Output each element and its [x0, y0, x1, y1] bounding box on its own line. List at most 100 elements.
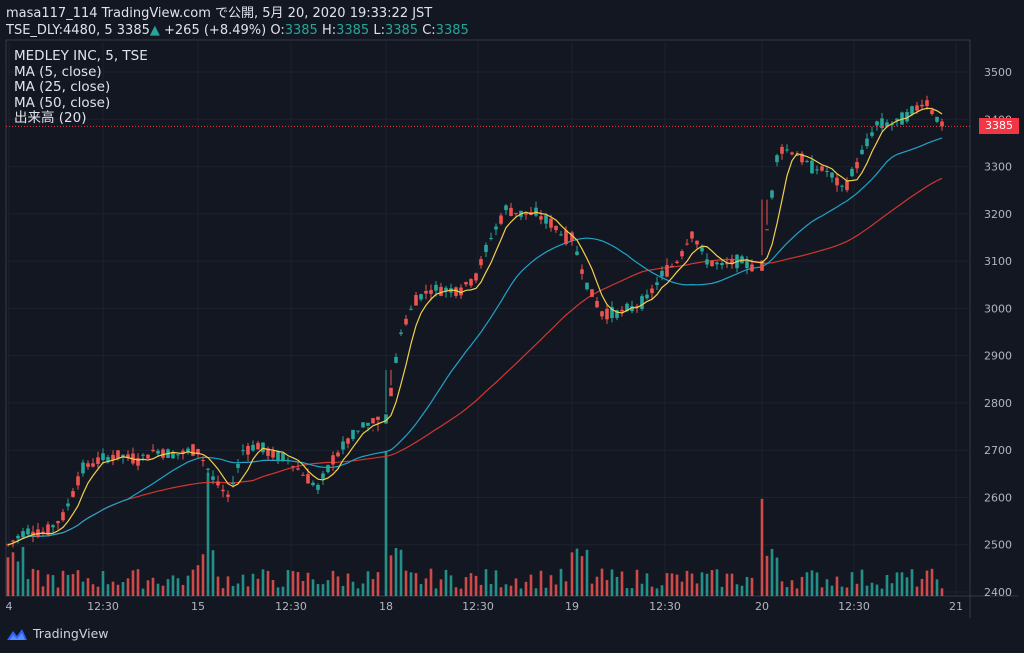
- volume-bar: [271, 580, 275, 596]
- candle-body: [835, 177, 839, 186]
- candle-body: [915, 105, 919, 111]
- symbol-ohlc-line: TSE_DLY:4480, 5 3385▲ +265 (+8.49%) O:33…: [6, 22, 469, 39]
- volume-bar: [529, 574, 533, 596]
- legend-ma25[interactable]: MA (25, close): [14, 79, 111, 95]
- volume-bar: [780, 581, 784, 596]
- candle-body: [655, 282, 659, 286]
- candle-body: [206, 468, 210, 470]
- volume-bar: [356, 588, 360, 596]
- candle-body: [650, 288, 654, 294]
- candle-body: [46, 524, 50, 535]
- volume-bar: [361, 583, 365, 596]
- volume-bar: [479, 584, 483, 596]
- candle-body: [940, 121, 944, 127]
- volume-bar: [454, 587, 458, 596]
- candle-body: [544, 215, 548, 224]
- volume-bar: [775, 557, 779, 596]
- volume-bar: [665, 573, 669, 596]
- candle-body: [850, 168, 854, 177]
- volume-bar: [610, 569, 614, 596]
- candle-body: [875, 121, 879, 126]
- volume-bar: [296, 572, 300, 596]
- tradingview-brand[interactable]: TradingView: [6, 626, 109, 641]
- volume-bar: [111, 581, 115, 596]
- volume-bar: [910, 569, 914, 596]
- volume-bar: [554, 584, 558, 596]
- candle-body: [800, 153, 804, 163]
- volume-bar: [241, 574, 245, 596]
- candle-body: [640, 296, 644, 309]
- candle-body: [564, 230, 568, 245]
- candle-body: [366, 422, 370, 426]
- volume-bar: [444, 569, 448, 596]
- y-tick-label: 2800: [984, 397, 1012, 410]
- candle-body: [271, 450, 275, 458]
- candle-body: [499, 215, 503, 224]
- legend-ma5[interactable]: MA (5, close): [14, 63, 102, 80]
- volume-bar: [186, 575, 190, 596]
- volume-bar: [351, 581, 355, 596]
- volume-bar: [216, 576, 220, 596]
- candle-body: [246, 445, 250, 455]
- volume-bar: [805, 572, 809, 596]
- volume-bar: [935, 579, 939, 596]
- volume-bar: [266, 570, 270, 596]
- candle-body: [534, 207, 538, 216]
- candle-body: [376, 416, 380, 421]
- candle-body: [715, 262, 719, 265]
- candle-body: [559, 234, 563, 236]
- volume-bar: [459, 588, 463, 596]
- volume-bar: [770, 548, 774, 596]
- candle-body: [554, 225, 558, 231]
- volume-bar: [281, 586, 285, 596]
- candle-body: [720, 263, 724, 266]
- volume-bar: [96, 586, 100, 596]
- candle-body: [885, 122, 889, 127]
- candle-body: [56, 521, 60, 524]
- candle-body: [414, 295, 418, 306]
- candle-body: [605, 308, 609, 320]
- candle-body: [815, 169, 819, 171]
- high-label: H:: [321, 23, 337, 38]
- candle-body: [419, 294, 423, 300]
- candle-body: [346, 438, 350, 444]
- candle-body: [459, 287, 463, 296]
- candle-body: [434, 284, 438, 291]
- volume-bar: [700, 572, 704, 596]
- candle-body: [106, 457, 110, 462]
- volume-bar: [885, 574, 889, 596]
- candle-body: [296, 468, 300, 470]
- volume-bar: [850, 572, 854, 596]
- candle-body: [394, 357, 398, 363]
- volume-bar: [870, 582, 874, 596]
- legend-instrument[interactable]: MEDLEY INC, 5, TSE: [14, 48, 148, 64]
- candle-body: [326, 465, 330, 473]
- candle-body: [384, 414, 388, 424]
- volume-bar: [256, 578, 260, 596]
- volume-bar: [680, 581, 684, 596]
- volume-bar: [161, 585, 165, 596]
- volume-bar: [16, 561, 20, 596]
- volume-bar: [585, 549, 589, 596]
- volume-bar: [915, 586, 919, 596]
- legend-ma50[interactable]: MA (50, close): [14, 94, 111, 111]
- volume-bar: [549, 575, 553, 596]
- volume-bar: [6, 557, 10, 596]
- plot-frame: [5, 39, 971, 597]
- candle-body: [484, 244, 488, 253]
- volume-bar: [211, 550, 215, 596]
- x-tick-label: 12:30: [87, 600, 119, 613]
- x-tick-label: 18: [379, 600, 393, 613]
- volume-bar: [321, 584, 325, 596]
- volume-bar: [575, 548, 579, 596]
- candle-body: [570, 232, 574, 241]
- volume-bar: [625, 588, 629, 596]
- last-price-badge: 3385: [979, 118, 1019, 135]
- candle-body: [590, 289, 594, 297]
- volume-bar: [236, 583, 240, 596]
- volume-bar: [645, 573, 649, 596]
- volume-bar: [414, 573, 418, 596]
- legend-volume[interactable]: 出来高 (20): [14, 110, 87, 126]
- candle-body: [404, 318, 408, 325]
